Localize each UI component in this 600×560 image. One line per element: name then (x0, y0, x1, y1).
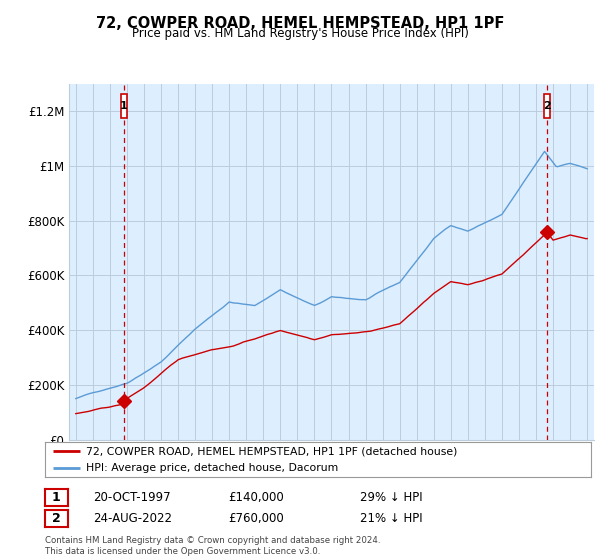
FancyBboxPatch shape (121, 94, 127, 118)
Text: Contains HM Land Registry data © Crown copyright and database right 2024.
This d: Contains HM Land Registry data © Crown c… (45, 536, 380, 556)
Text: 72, COWPER ROAD, HEMEL HEMPSTEAD, HP1 1PF: 72, COWPER ROAD, HEMEL HEMPSTEAD, HP1 1P… (96, 16, 504, 31)
Text: 2: 2 (52, 512, 61, 525)
Text: Price paid vs. HM Land Registry's House Price Index (HPI): Price paid vs. HM Land Registry's House … (131, 27, 469, 40)
Text: 2: 2 (543, 101, 551, 111)
Text: 72, COWPER ROAD, HEMEL HEMPSTEAD, HP1 1PF (detached house): 72, COWPER ROAD, HEMEL HEMPSTEAD, HP1 1P… (86, 446, 457, 456)
Text: 1: 1 (52, 491, 61, 504)
Text: 21% ↓ HPI: 21% ↓ HPI (360, 512, 422, 525)
Text: 20-OCT-1997: 20-OCT-1997 (93, 491, 170, 504)
Text: £140,000: £140,000 (228, 491, 284, 504)
Text: 1: 1 (119, 101, 127, 111)
FancyBboxPatch shape (544, 94, 550, 118)
Text: HPI: Average price, detached house, Dacorum: HPI: Average price, detached house, Daco… (86, 464, 338, 473)
Text: £760,000: £760,000 (228, 512, 284, 525)
Text: 29% ↓ HPI: 29% ↓ HPI (360, 491, 422, 504)
Text: 24-AUG-2022: 24-AUG-2022 (93, 512, 172, 525)
